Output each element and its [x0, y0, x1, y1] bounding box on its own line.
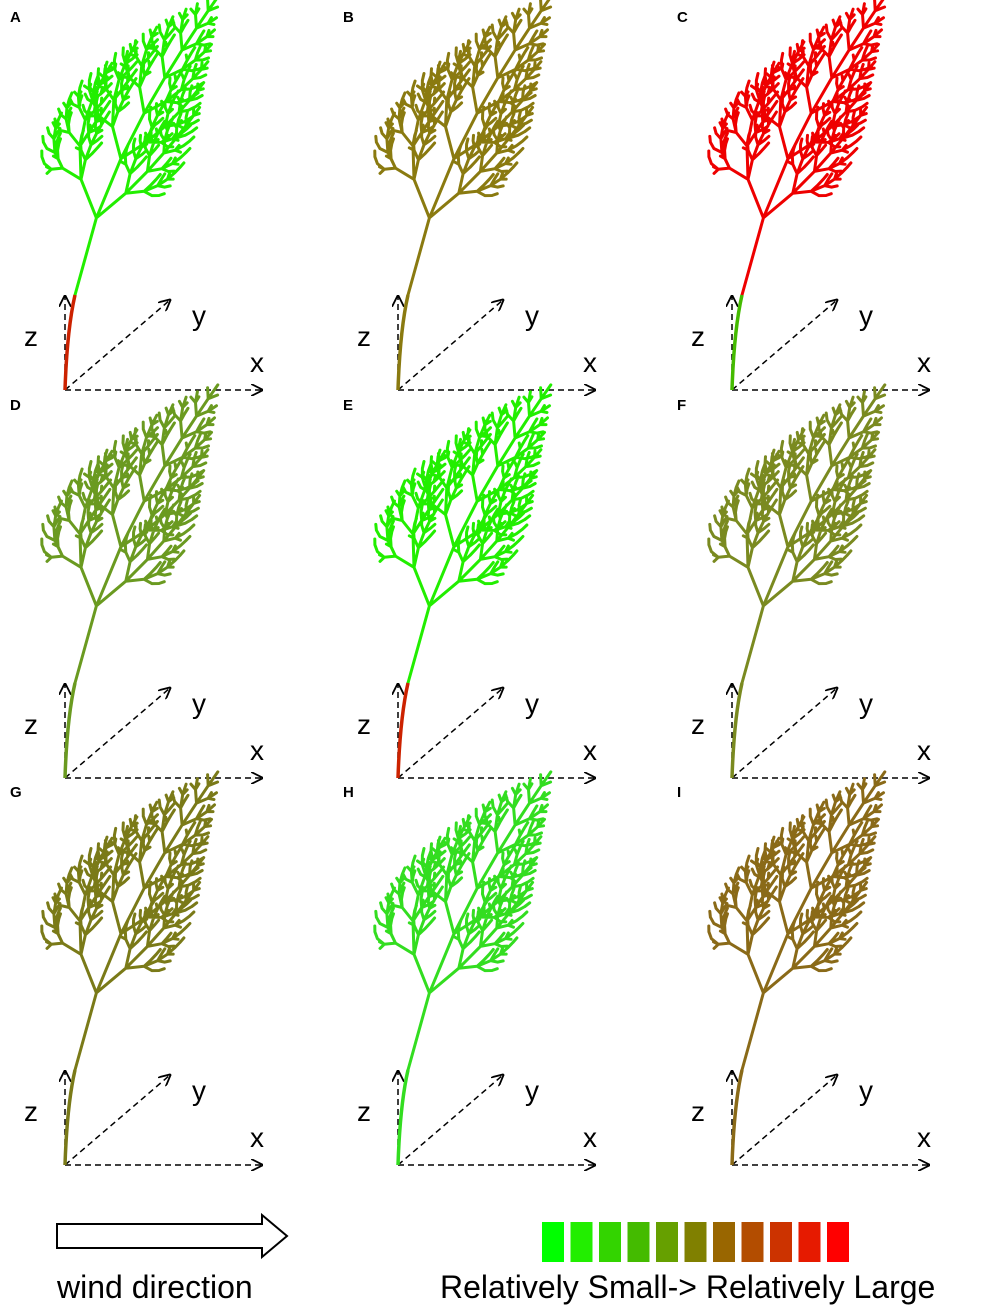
- x-label: x: [583, 1122, 597, 1153]
- z-label: z: [357, 709, 371, 740]
- tree-trunk: [730, 682, 744, 779]
- tree: [40, 383, 220, 779]
- y-label: y: [192, 300, 206, 331]
- x-label: x: [917, 735, 931, 766]
- scale-swatch: [713, 1222, 735, 1262]
- y-axis: [64, 688, 170, 779]
- tree-trunk: [63, 1069, 77, 1166]
- scale-swatch: [741, 1222, 764, 1262]
- z-label: z: [24, 1096, 38, 1127]
- tree: [40, 770, 220, 1166]
- tree-branches: [373, 770, 553, 1072]
- y-label: y: [859, 688, 873, 719]
- tree: [373, 383, 553, 779]
- y-label: y: [859, 1075, 873, 1106]
- panel: Iz y x: [677, 770, 931, 1166]
- tree: [707, 383, 887, 779]
- y-label: y: [525, 300, 539, 331]
- scale-swatch: [770, 1222, 792, 1262]
- panel: Dz y x: [10, 383, 264, 779]
- y-axis: [64, 1075, 170, 1166]
- tree-trunk: [396, 1069, 410, 1166]
- y-axis: [397, 300, 503, 391]
- z-label: z: [691, 1096, 705, 1127]
- panel: Hz y x: [343, 770, 597, 1166]
- y-label: y: [859, 300, 873, 331]
- y-axis: [731, 688, 837, 779]
- tree-trunk: [730, 294, 744, 391]
- panel-label: D: [10, 397, 21, 414]
- tree-branches: [707, 770, 887, 1072]
- z-label: z: [357, 1096, 371, 1127]
- tree: [707, 770, 887, 1166]
- z-label: z: [24, 321, 38, 352]
- z-label: z: [357, 321, 371, 352]
- tree-branches: [40, 0, 220, 297]
- scale-swatch: [627, 1222, 650, 1262]
- scale-swatch: [656, 1222, 678, 1262]
- z-label: z: [24, 709, 38, 740]
- wind-arrow: [56, 1212, 289, 1260]
- tree-trunk: [730, 1069, 744, 1166]
- panel: Az y x: [10, 0, 264, 390]
- tree-branches: [373, 383, 553, 685]
- x-label: x: [250, 735, 264, 766]
- tree: [373, 770, 553, 1166]
- panel-label: A: [10, 9, 21, 26]
- tree-branches: [40, 770, 220, 1072]
- wind-label: wind direction: [56, 1269, 253, 1305]
- x-label: x: [583, 735, 597, 766]
- panel: Gz y x: [10, 770, 264, 1166]
- tree-branches: [707, 383, 887, 685]
- panel-label: I: [677, 784, 681, 801]
- tree-branches: [707, 0, 887, 297]
- y-axis: [397, 1075, 503, 1166]
- x-label: x: [917, 1122, 931, 1153]
- tree: [40, 0, 220, 391]
- tree-trunk: [63, 294, 77, 391]
- panel: Bz y x: [343, 0, 597, 390]
- scale-swatch: [542, 1222, 564, 1262]
- panel-label: C: [677, 9, 688, 26]
- tree: [707, 0, 887, 391]
- z-label: z: [691, 709, 705, 740]
- tree-trunk: [396, 294, 410, 391]
- y-label: y: [192, 1075, 206, 1106]
- panel-label: E: [343, 397, 353, 414]
- tree-trunk: [63, 682, 77, 779]
- panel: Ez y x: [343, 383, 597, 779]
- scale-swatch: [798, 1222, 821, 1262]
- panel: Cz y x: [677, 0, 931, 390]
- panel-label: B: [343, 9, 354, 26]
- y-axis: [397, 688, 503, 779]
- panel-label: F: [677, 397, 686, 414]
- tree-trunk: [396, 682, 410, 779]
- tree: [373, 0, 553, 391]
- panel: Fz y x: [677, 383, 931, 779]
- y-label: y: [525, 1075, 539, 1106]
- y-label: y: [192, 688, 206, 719]
- panel-label: G: [10, 784, 22, 801]
- scale-label: Relatively Small-> Relatively Large: [440, 1269, 935, 1305]
- x-label: x: [250, 347, 264, 378]
- panels: Az y x Bz y x Cz y x Dz y x Ez y x Fz y x Gz y x Hz y x Iz y x: [10, 0, 931, 1165]
- scale-swatch: [599, 1222, 621, 1262]
- y-label: y: [525, 688, 539, 719]
- scale-swatch: [684, 1222, 707, 1262]
- y-axis: [731, 1075, 837, 1166]
- x-label: x: [583, 347, 597, 378]
- tree-branches: [40, 383, 220, 685]
- scale-swatch: [570, 1222, 593, 1262]
- color-scale: [542, 1222, 849, 1262]
- y-axis: [731, 300, 837, 391]
- z-label: z: [691, 321, 705, 352]
- x-label: x: [250, 1122, 264, 1153]
- tree-branches: [373, 0, 553, 297]
- y-axis: [64, 300, 170, 391]
- scale-swatch: [827, 1222, 849, 1262]
- panel-label: H: [343, 784, 354, 801]
- x-label: x: [917, 347, 931, 378]
